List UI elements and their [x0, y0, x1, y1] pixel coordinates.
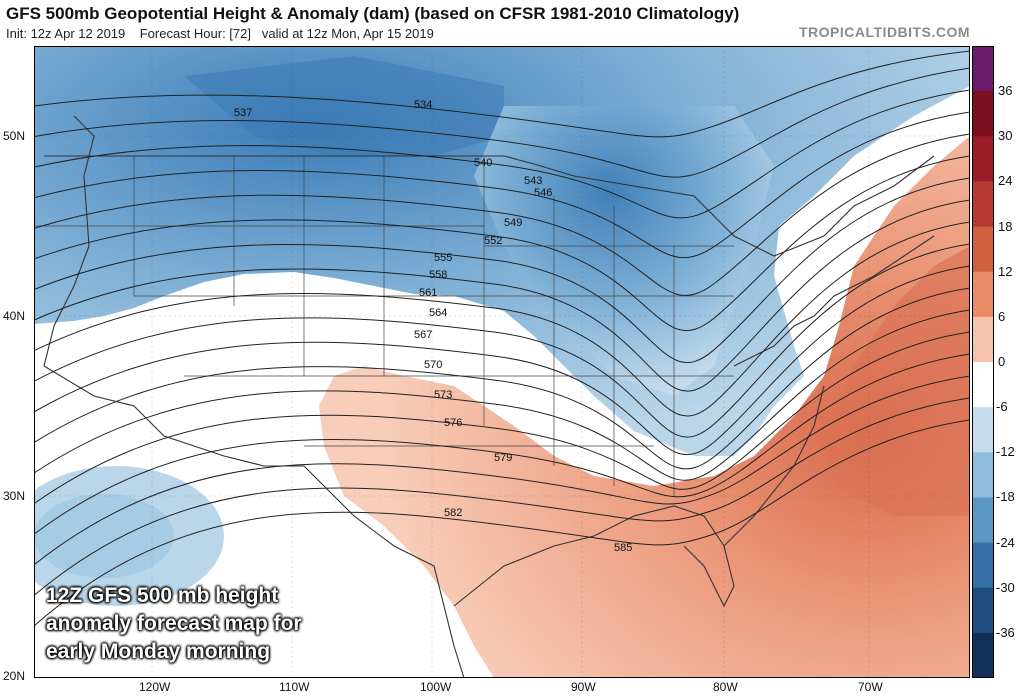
negative-anomaly-trough	[474, 106, 774, 396]
graticule	[34, 46, 970, 678]
colorbar-tick-label: 6	[998, 308, 1006, 324]
colorbar-tick-label: 0	[998, 354, 1006, 369]
colorbar-tick-label: 18	[998, 218, 1013, 234]
lon-label-90w: 90W	[571, 680, 596, 694]
height-contour-534	[34, 50, 970, 138]
caption-line-2: anomaly forecast map for	[46, 612, 302, 635]
colorbar-segment	[972, 632, 994, 678]
lat-label-50n: 50N	[3, 129, 26, 143]
colorbar-segment	[972, 46, 994, 92]
forecast-hour: Forecast Hour: [72]	[139, 26, 251, 41]
contour-label-543: 543	[524, 175, 542, 187]
height-contour-537	[34, 67, 970, 178]
height-contours: 5345375405435465495525555585615645675705…	[34, 50, 970, 627]
height-contour-558	[34, 221, 970, 417]
contour-label-570: 570	[424, 359, 442, 371]
caption-line-3: early Monday morning	[46, 640, 271, 663]
colorbar-tick-label: -18	[996, 489, 1015, 505]
contour-label-546: 546	[534, 187, 552, 199]
height-contour-576	[34, 353, 970, 535]
positive-anomaly-south	[319, 136, 970, 678]
negative-anomaly-sw-core	[34, 494, 174, 578]
colorbar-tick-label: 24	[998, 173, 1013, 189]
height-contour-546	[34, 133, 970, 296]
lon-label-70w: 70W	[858, 680, 883, 694]
valid-time: valid at 12z Mon, Apr 15 2019	[261, 26, 434, 41]
contour-label-564: 564	[429, 307, 447, 319]
map-title: GFS 500mb Geopotential Height & Anomaly …	[6, 4, 740, 23]
contour-label-582: 582	[444, 507, 462, 519]
colorbar-segment	[972, 226, 994, 273]
lon-label-110w: 110W	[279, 680, 310, 694]
contour-label-552: 552	[484, 235, 502, 247]
brand-watermark: TROPICALTIDBITS.COM	[798, 24, 970, 40]
height-contour-573	[34, 331, 970, 505]
contour-label-540: 540	[474, 157, 492, 169]
colorbar-segment	[972, 407, 994, 453]
contour-label-576: 576	[444, 417, 462, 429]
contour-label-555: 555	[434, 252, 452, 264]
height-contour-555	[34, 199, 970, 392]
height-contour-564	[34, 265, 970, 456]
height-contour-570	[34, 309, 970, 481]
init-time: Init: 12z Apr 12 2019	[6, 26, 126, 41]
height-contour-567	[34, 287, 970, 470]
colorbar-segment	[972, 271, 994, 318]
lat-label-40n: 40N	[3, 309, 26, 323]
height-contour-543	[34, 111, 970, 258]
colorbar-tick-label: -36	[996, 624, 1015, 640]
colorbar-tick-label: -24	[996, 534, 1015, 550]
contour-label-585: 585	[614, 542, 632, 554]
positive-anomaly-core	[824, 246, 970, 516]
height-contour-552	[34, 177, 970, 363]
height-contour-540	[34, 89, 970, 219]
colorbar-segment	[972, 362, 994, 408]
lon-label-100w: 100W	[420, 680, 452, 694]
colorbar-segment	[972, 497, 994, 544]
colorbar-tick-label: 36	[998, 83, 1013, 99]
contour-label-573: 573	[434, 389, 452, 401]
colorbar-segment	[972, 181, 994, 228]
lon-label-120w: 120W	[139, 680, 171, 694]
map-caption: 12Z GFS 500 mb height anomaly forecast m…	[46, 582, 302, 666]
colorbar	[972, 46, 994, 678]
height-contour-561	[34, 243, 970, 438]
colorbar-tick-label: 12	[998, 263, 1013, 279]
contour-label-579: 579	[494, 452, 512, 464]
colorbar-segment	[972, 136, 994, 182]
negative-anomaly-core	[184, 56, 504, 156]
height-contour-582	[34, 397, 970, 596]
contour-label-549: 549	[504, 217, 522, 229]
colorbar-segment	[972, 587, 994, 634]
height-contour-579	[34, 375, 970, 566]
weather-map: 5345375405435465495525555585615645675705…	[34, 46, 970, 678]
height-contour-549	[34, 155, 970, 331]
colorbar-tick-label: 30	[998, 128, 1013, 144]
height-contour-585	[34, 419, 970, 627]
contour-label-561: 561	[419, 287, 437, 299]
colorbar-segment	[972, 316, 994, 363]
colorbar-segment	[972, 91, 994, 137]
contour-label-558: 558	[429, 269, 447, 281]
caption-line-1: 12Z GFS 500 mb height	[46, 584, 279, 607]
contour-label-534: 534	[414, 99, 432, 111]
colorbar-segment	[972, 542, 994, 589]
colorbar-tick-label: -30	[996, 579, 1015, 595]
colorbar-tick-label: -6	[996, 399, 1008, 415]
colorbar-segment	[972, 452, 994, 498]
map-frame	[34, 46, 970, 678]
lat-label-20n: 20N	[3, 669, 26, 683]
lat-label-30n: 30N	[3, 489, 26, 503]
lon-label-80w: 80W	[713, 680, 738, 694]
contour-label-537: 537	[234, 107, 252, 119]
colorbar-tick-label: -12	[996, 444, 1015, 460]
map-subtitle: Init: 12z Apr 12 2019 Forecast Hour: [72…	[6, 26, 434, 41]
contour-label-567: 567	[414, 329, 432, 341]
header: GFS 500mb Geopotential Height & Anomaly …	[0, 0, 1024, 46]
